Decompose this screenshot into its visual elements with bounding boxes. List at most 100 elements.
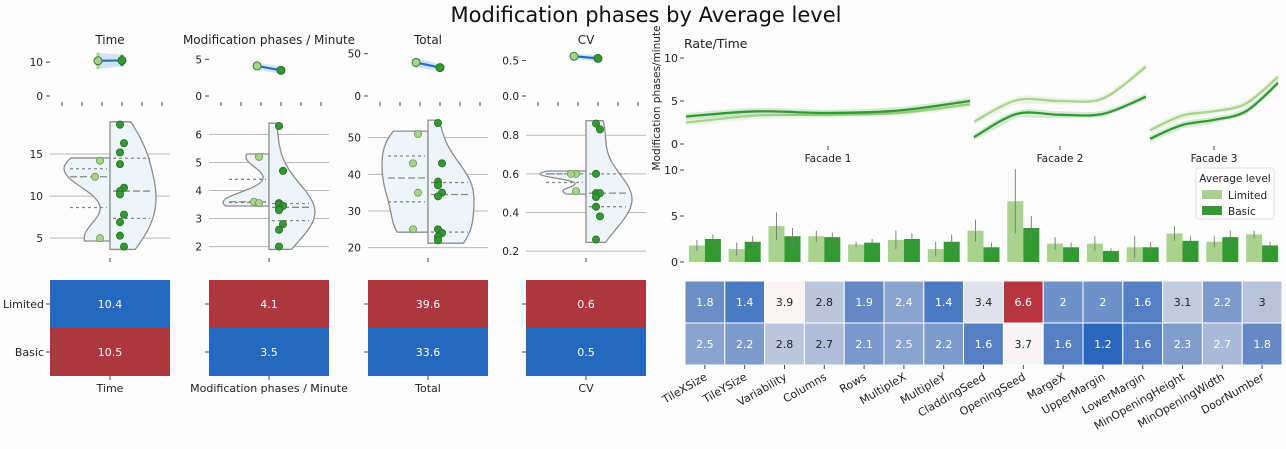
heatmap-cell-label: 10.5 <box>98 346 123 359</box>
heatmap-cell-label: 39.6 <box>416 298 441 311</box>
heatmap-cell-label: 6.6 <box>1015 296 1033 309</box>
heatmap-cell-label: 3 <box>1259 296 1266 309</box>
heatmap-cell-label: 2.2 <box>935 338 953 351</box>
heatmap-cell-label: 3.5 <box>260 346 278 359</box>
heatmap-cell-label: 3.9 <box>776 296 794 309</box>
y-tick-label: 50 <box>348 133 361 145</box>
data-point-limited <box>96 235 103 242</box>
heatmap-cell-label: 1.6 <box>1134 338 1152 351</box>
heatmap-cell-label: 2.7 <box>816 338 834 351</box>
heatmap-cell-label: 1.9 <box>855 296 873 309</box>
x-axis-label: CV <box>578 382 594 395</box>
y-tick-label: 0 <box>36 91 43 103</box>
heatmap-cell-label: 2.2 <box>1214 296 1232 309</box>
y-tick-label: 10 <box>30 57 43 69</box>
y-tick-label: 40 <box>348 169 361 181</box>
y-tick-label: 0.5 <box>502 56 519 68</box>
data-point-limited <box>567 170 574 177</box>
facet-label: Facade 2 <box>1037 153 1084 165</box>
data-point-basic <box>434 119 441 126</box>
y-tick-label: 0.2 <box>502 246 519 258</box>
violin-limited <box>223 154 269 206</box>
y-tick-label: 0.0 <box>502 91 519 103</box>
violin-limited <box>64 158 110 241</box>
data-point-basic <box>275 226 282 233</box>
y-tick-label: 3 <box>195 214 202 226</box>
y-tick-label: 30 <box>348 206 361 218</box>
y-axis-label: Modification phases/minute <box>651 25 663 170</box>
legend-title: Average level <box>1199 173 1270 185</box>
heatmap-cell-label: 10.4 <box>98 298 123 311</box>
heatmap-cell-label: 2.5 <box>895 338 913 351</box>
y-tick-label: 0.4 <box>502 207 519 219</box>
legend-swatch <box>1202 190 1222 199</box>
data-point-limited <box>414 189 421 196</box>
heatmap-cell-label: 3.7 <box>1015 338 1033 351</box>
heatmap-cell-label: 0.5 <box>577 346 595 359</box>
legend-swatch <box>1202 206 1222 215</box>
y-tick-label: 10 <box>664 164 678 177</box>
y-tick-label: 10 <box>664 52 678 65</box>
data-point-limited <box>255 153 262 160</box>
line-chart-title: Rate/Time <box>684 36 748 51</box>
y-tick-label: 0 <box>354 91 361 103</box>
heatmap-cell-label: 2.3 <box>1174 338 1192 351</box>
data-point-basic <box>434 182 441 189</box>
heatmap-cell-label: 1.6 <box>1054 338 1072 351</box>
violin-limited <box>382 131 428 232</box>
data-point-limited <box>91 173 98 180</box>
category-label: Columns <box>781 370 829 405</box>
data-point-limited <box>409 160 416 167</box>
y-tick-label: 5 <box>36 233 43 245</box>
data-point-basic <box>116 149 123 156</box>
heatmap-cell-label: 3.4 <box>975 296 993 309</box>
y-tick-label: 4 <box>195 186 202 198</box>
row-label: Basic <box>15 346 44 359</box>
legend-label: Basic <box>1228 206 1256 218</box>
panel-title: Total <box>413 33 442 47</box>
chart-title: Modification phases by Average level <box>451 3 842 27</box>
mean-point-basic <box>118 56 126 64</box>
heatmap-cell-label: 1.4 <box>935 296 953 309</box>
category-label: TileXSize <box>659 370 709 407</box>
data-point-basic <box>116 232 123 239</box>
y-tick-label: 5 <box>195 157 202 169</box>
data-point-basic <box>592 203 599 210</box>
mean-point-limited <box>253 62 261 70</box>
heatmap-cell-label: 2.8 <box>776 338 794 351</box>
mean-point-basic <box>277 66 285 74</box>
facet-label: Facade 1 <box>805 153 852 165</box>
violin-basic <box>586 121 632 243</box>
data-point-limited <box>409 226 416 233</box>
data-point-basic <box>279 167 286 174</box>
panel-title: Time <box>94 33 124 47</box>
line-band-limited <box>1150 74 1278 134</box>
heatmap-cell-label: 1.6 <box>975 338 993 351</box>
data-point-basic <box>434 193 441 200</box>
y-tick-label: 50 <box>348 49 361 61</box>
y-tick-label: 6 <box>195 129 202 141</box>
panel-title: Modification phases / Minute <box>183 33 355 47</box>
mean-point-limited <box>570 52 578 60</box>
data-point-basic <box>120 140 127 147</box>
data-point-basic <box>120 243 127 250</box>
heatmap-cell-label: 2.2 <box>736 338 754 351</box>
data-point-basic <box>116 219 123 226</box>
y-tick-label: 0 <box>195 91 202 103</box>
data-point-basic <box>275 207 282 214</box>
heatmap-cell-label: 2 <box>1099 296 1106 309</box>
heatmap-cell-label: 2.8 <box>816 296 834 309</box>
data-point-basic <box>596 126 603 133</box>
y-tick-label: 0.8 <box>502 130 519 142</box>
mean-point-basic <box>594 54 602 62</box>
heatmap-cell-label: 1.8 <box>696 296 714 309</box>
data-point-basic <box>434 237 441 244</box>
data-point-basic <box>120 211 127 218</box>
heatmap-cell-label: 0.6 <box>577 298 595 311</box>
bar-limited <box>1246 234 1262 262</box>
heatmap-cell-label: 1.2 <box>1094 338 1112 351</box>
data-point-limited <box>96 157 103 164</box>
violin-basic <box>110 122 156 250</box>
panel-title: CV <box>578 33 595 47</box>
